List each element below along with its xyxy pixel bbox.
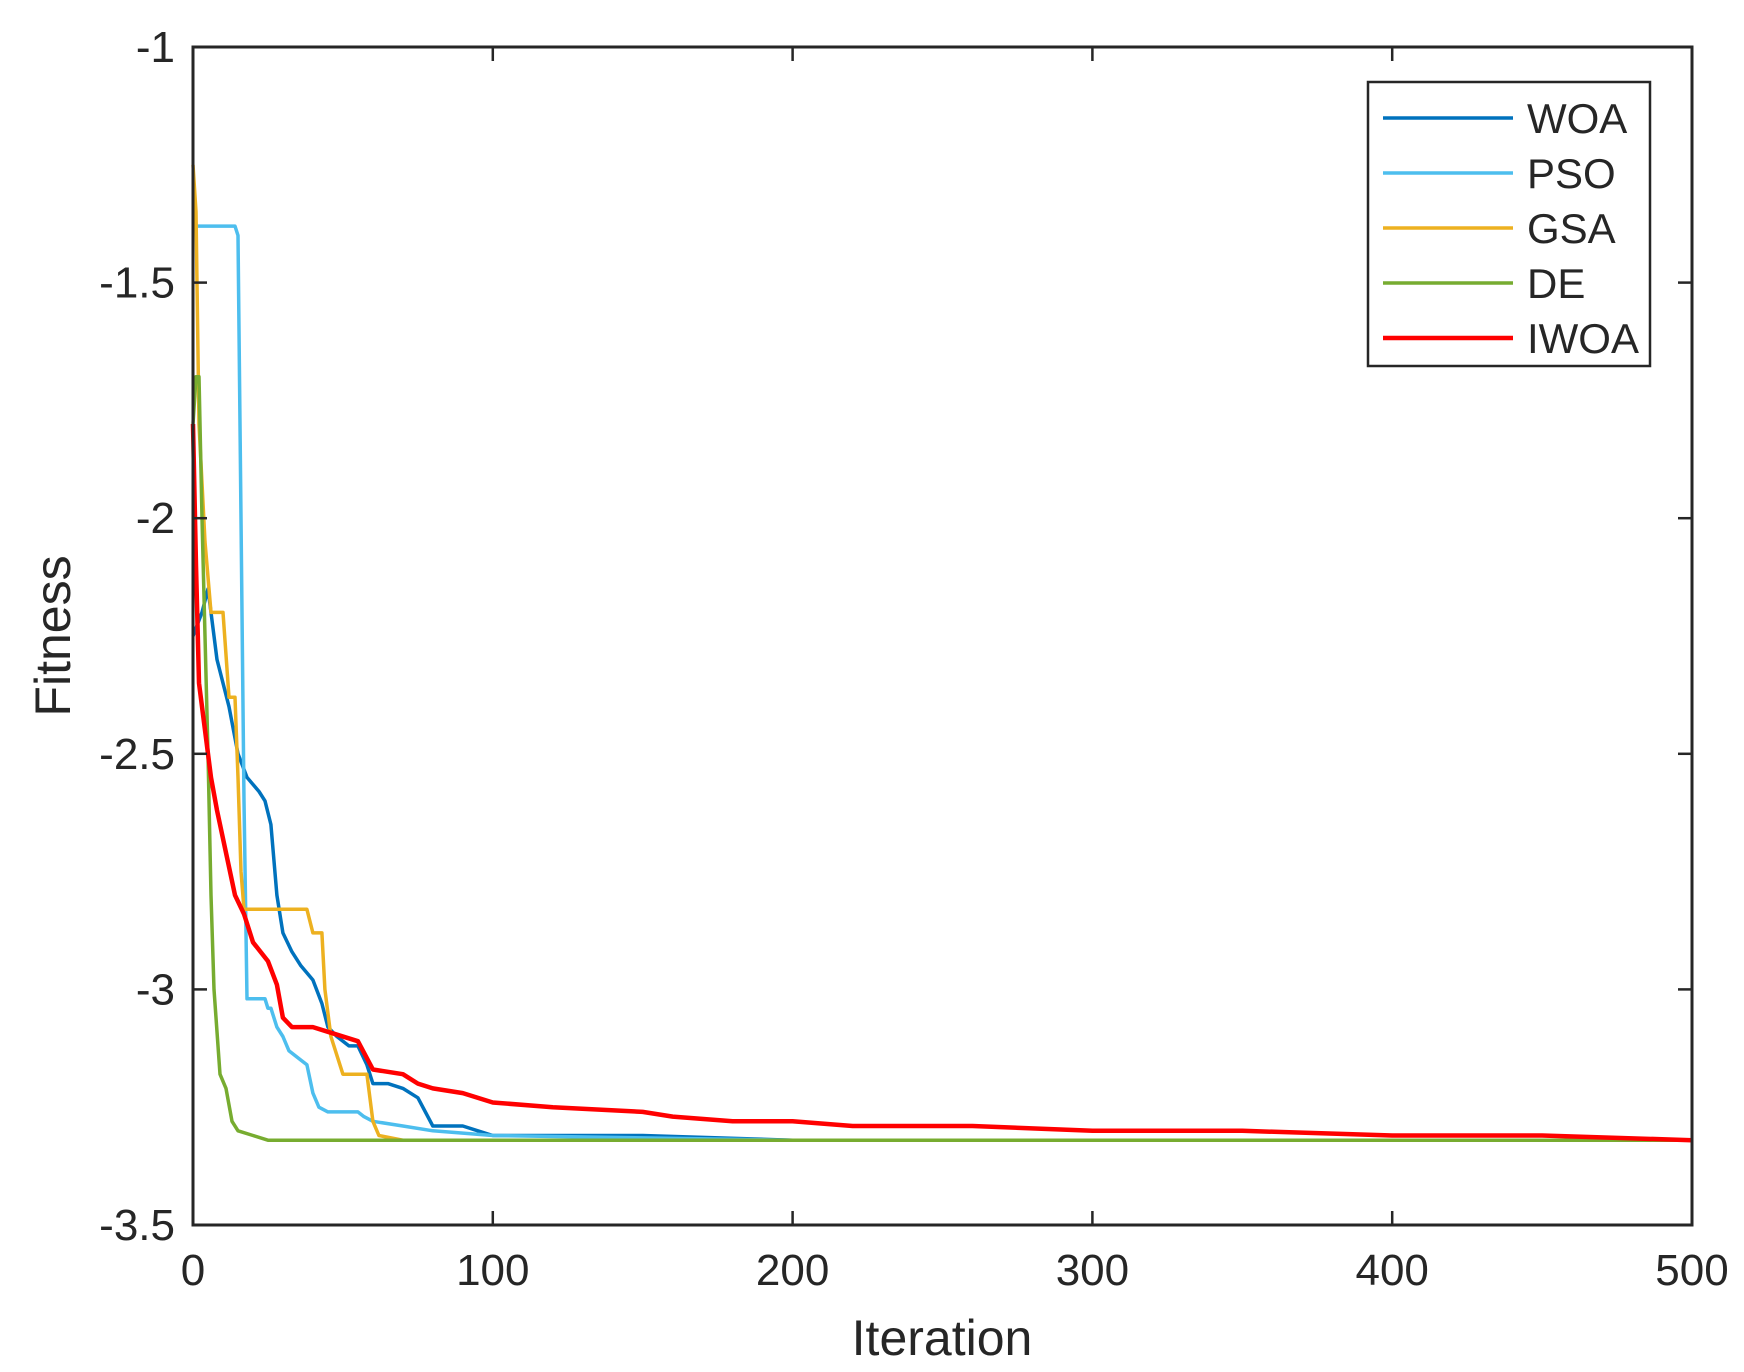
x-tick-label: 200 xyxy=(756,1246,829,1295)
legend-label-gsa: GSA xyxy=(1527,205,1616,252)
x-tick-label: 100 xyxy=(456,1246,529,1295)
legend-label-iwoa: IWOA xyxy=(1527,315,1639,362)
y-tick-label: -3 xyxy=(136,965,175,1014)
series-line-iwoa xyxy=(190,423,1693,1143)
axes-box xyxy=(191,45,1694,1227)
x-tick-label: 0 xyxy=(181,1246,205,1295)
y-tick-label: -1 xyxy=(136,23,175,72)
legend-entries: WOA PSO GSA DE IWOA xyxy=(1383,95,1639,362)
y-axis-label: Fitness xyxy=(25,555,81,716)
series-line-pso xyxy=(193,224,1692,1142)
legend-box xyxy=(1366,80,1652,368)
series-line-de xyxy=(191,375,1692,1142)
axis-ticks xyxy=(191,45,1694,1227)
y-tick-label: -2.5 xyxy=(99,730,175,779)
x-tick-label: 500 xyxy=(1655,1246,1728,1295)
x-tick-label: 300 xyxy=(1056,1246,1129,1295)
x-tick-label: 400 xyxy=(1355,1246,1428,1295)
plot-lines xyxy=(190,164,1693,1143)
axis-tick-labels: 0 100 200 300 400 500 -1 -1.5 -2 -2.5 -3 -3.5 xyxy=(99,23,1729,1295)
legend: WOA PSO GSA DE IWOA xyxy=(1366,80,1652,368)
x-axis-label: Iteration xyxy=(852,1310,1033,1366)
legend-label-pso: PSO xyxy=(1527,150,1616,197)
legend-label-de: DE xyxy=(1527,260,1585,307)
y-tick-label: -1.5 xyxy=(99,259,175,308)
y-tick-label: -3.5 xyxy=(99,1201,175,1250)
y-tick-label: -2 xyxy=(136,494,175,543)
legend-label-woa: WOA xyxy=(1527,95,1627,142)
